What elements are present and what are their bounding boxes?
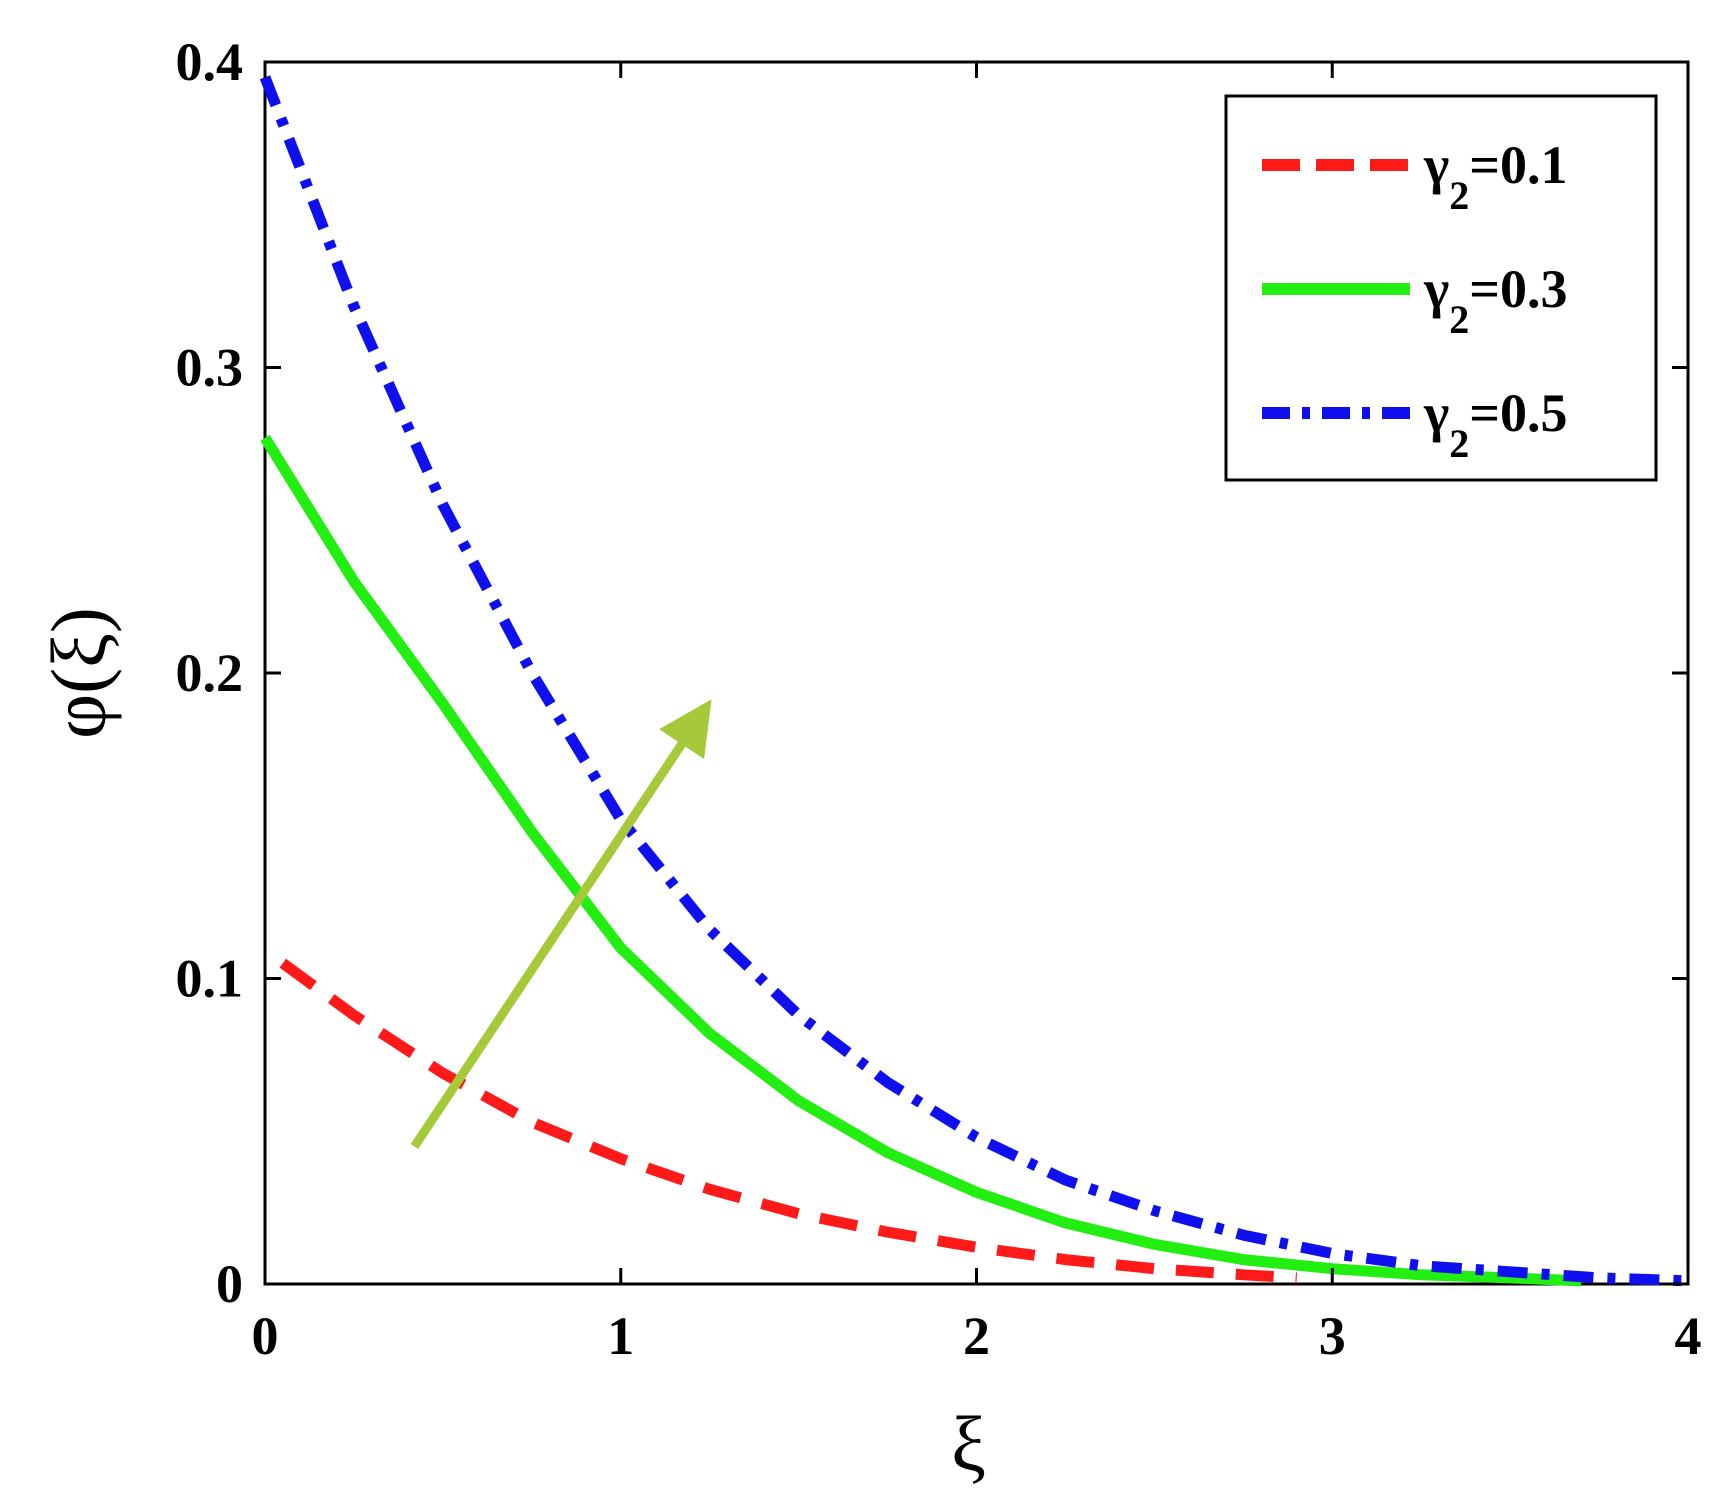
trend-arrow [410,699,712,1150]
y-tick-label: 0.1 [176,949,244,1009]
series-line-2 [260,434,1582,1287]
x-tick-label: 3 [1319,1306,1346,1366]
x-axis-label: ξ [951,1400,986,1487]
x-tick-label: 2 [963,1306,990,1366]
y-tick-label: 0 [216,1254,243,1314]
legend-label-2: γ2=0.3 [1423,259,1568,342]
legend: γ2=0.1 γ2=0.3 γ2=0.5 [1224,94,1658,482]
x-tick-label: 1 [607,1306,634,1366]
y-tick-label: 0.2 [176,643,244,703]
legend-label-1: γ2=0.1 [1423,135,1568,218]
annotation-layer [410,699,712,1150]
y-tick-label: 0.4 [176,32,244,92]
x-tick-label: 4 [1675,1306,1702,1366]
series-line-1 [279,958,1298,1284]
series-line-3 [259,75,1689,1287]
y-axis-label: φ(ξ) [35,607,122,739]
axes-layer: 0 1 2 3 4 0 0.1 0.2 0.3 0.4 ξ φ(ξ) [35,32,1702,1487]
legend-label-3: γ2=0.5 [1423,383,1568,466]
y-tick-label: 0.3 [176,338,244,398]
series-layer [259,75,1689,1287]
x-tick-label: 0 [252,1306,279,1366]
